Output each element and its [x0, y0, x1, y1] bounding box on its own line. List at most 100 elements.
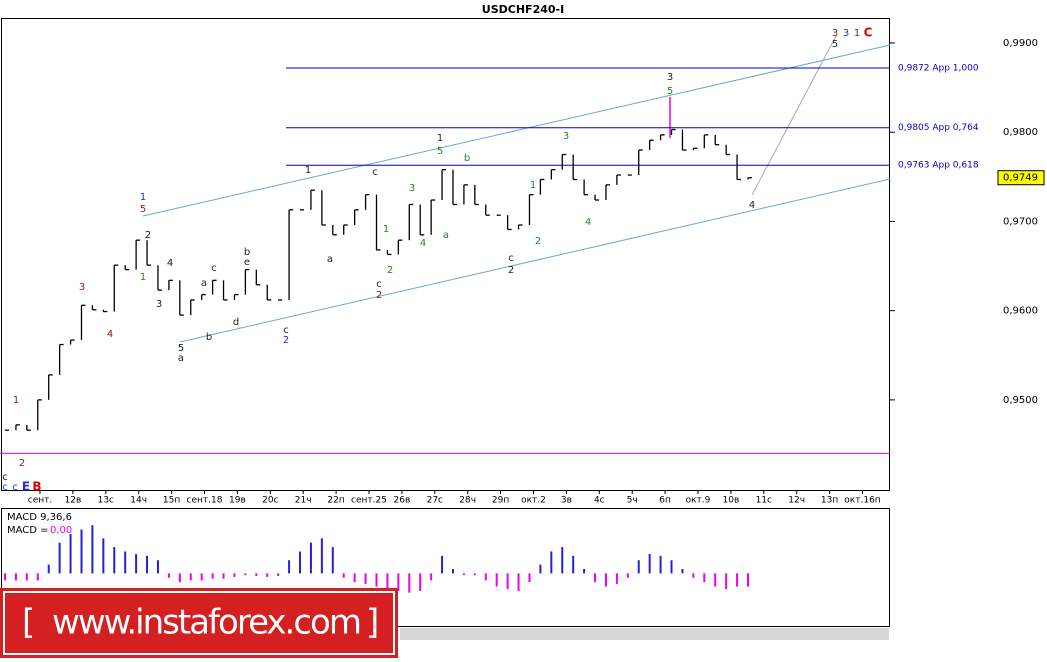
wave-label: 5 [667, 86, 673, 97]
banner [0, 588, 398, 658]
wave-label: 1 [437, 133, 443, 144]
x-tick-label: сент.18 [187, 496, 223, 506]
y-tick-label: 0,9900 [1003, 38, 1038, 49]
scroll-strip [400, 628, 889, 640]
banner-bracket: [ [22, 603, 35, 643]
x-tick-label: 22п [327, 496, 344, 506]
macd-value: 0,00 [50, 525, 72, 536]
x-tick-label: 13п [821, 496, 838, 506]
chart-title: USDCHF240-I [482, 3, 564, 16]
wave-label: 2 [283, 335, 289, 346]
wave-label: 1 [140, 192, 146, 203]
x-tick-label: 11с [756, 496, 772, 506]
x-tick-label: 19в [229, 496, 246, 506]
wave-label: 4 [167, 258, 173, 269]
x-tick-label: 15п [163, 496, 180, 506]
wave-label: 1 [140, 272, 146, 283]
wave-label: 3 [409, 183, 415, 194]
wave-label: 3 [667, 72, 673, 83]
x-tick-label: 10в [723, 496, 740, 506]
wave-label: 4 [107, 329, 113, 340]
wave-label: 1 [305, 165, 311, 176]
current-price-box [997, 170, 1045, 186]
wave-label: c [211, 263, 217, 274]
wave-label: 1 [13, 395, 19, 406]
wave-label: c [283, 325, 289, 336]
wave-label: 5 [437, 146, 443, 157]
y-tick-label: 0,9700 [1003, 216, 1038, 227]
wave-label: c [508, 253, 514, 264]
wave-label: 3 [832, 28, 838, 39]
x-tick-label: 4с [594, 496, 605, 506]
wave-label: a [178, 353, 184, 364]
x-tick-label: 12ч [788, 496, 805, 506]
x-tick-label: сент.25 [351, 496, 387, 506]
wave-label: 2 [19, 458, 25, 469]
current-price-label: 0,9749 [1003, 173, 1038, 184]
wave-label: 2 [508, 265, 514, 276]
channel-lower [179, 178, 891, 343]
wave-label: 2 [387, 265, 393, 276]
wave-label: a [327, 254, 333, 265]
wave-label: 3 [843, 28, 849, 39]
wave-label: b [244, 247, 250, 258]
macd-frame [1, 508, 890, 627]
wave-label: 5 [178, 343, 184, 354]
x-tick-label: 13с [98, 496, 114, 506]
wave-label: 4 [749, 200, 755, 211]
macd-value-label: MACD = [7, 525, 49, 536]
wave-label: a [201, 278, 207, 289]
x-tick-label: сент. [28, 496, 52, 506]
banner-bracket: ] [366, 603, 379, 643]
wave-label: 5 [832, 39, 838, 50]
wave-label: b [206, 332, 212, 343]
x-tick-label: 5ч [627, 496, 638, 506]
wave-label: c [372, 167, 378, 178]
y-tick-label: 0,9500 [1003, 395, 1038, 406]
macd-label: MACD 9,36,6 [7, 512, 72, 523]
wave-label: c [2, 482, 8, 493]
wave-label: 4 [585, 217, 591, 228]
channel-upper [142, 44, 891, 217]
wave-label: 3 [79, 282, 85, 293]
wave-label: 5 [140, 204, 146, 215]
wave-label: a [443, 230, 449, 241]
banner-border [3, 591, 395, 655]
wave-label: c [2, 472, 8, 483]
projection-line [751, 35, 837, 196]
plot-frame [1, 18, 890, 491]
wave-label: e [244, 257, 250, 268]
wave-label: 1 [530, 180, 536, 191]
x-tick-label: 12в [65, 496, 82, 506]
y-tick-label: 0,9800 [1003, 127, 1038, 138]
level-label: 0,9872 App 1,000 [898, 63, 979, 73]
x-tick-label: 29п [492, 496, 509, 506]
x-tick-label: 14ч [130, 496, 147, 506]
x-tick-label: 6п [659, 496, 671, 506]
x-tick-label: окт.16п [844, 496, 880, 506]
wave-label: b [464, 153, 470, 164]
wave-label: 1 [854, 28, 860, 39]
wave-label: 2 [145, 230, 151, 241]
x-tick-label: окт.9 [686, 496, 711, 506]
x-tick-label: 21ч [295, 496, 312, 506]
wave-label: C [864, 26, 873, 40]
wave-label: B [32, 480, 41, 494]
wave-label: E [22, 480, 30, 494]
x-tick-label: 26в [394, 496, 411, 506]
wave-label: 3 [156, 299, 162, 310]
wave-label: c [12, 482, 18, 493]
y-tick-label: 0,9600 [1003, 306, 1038, 317]
x-tick-label: 3в [561, 496, 572, 506]
wave-label: 3 [563, 131, 569, 142]
wave-label: 2 [535, 236, 541, 247]
wave-label: 1 [383, 224, 389, 235]
x-tick-label: 20с [262, 496, 278, 506]
wave-label: 2 [376, 290, 382, 301]
level-label: 0,9763 App 0,618 [898, 161, 979, 171]
wave-label: 4 [420, 238, 426, 249]
level-label: 0,9805 App 0,764 [898, 123, 979, 133]
x-tick-label: окт.2 [521, 496, 546, 506]
